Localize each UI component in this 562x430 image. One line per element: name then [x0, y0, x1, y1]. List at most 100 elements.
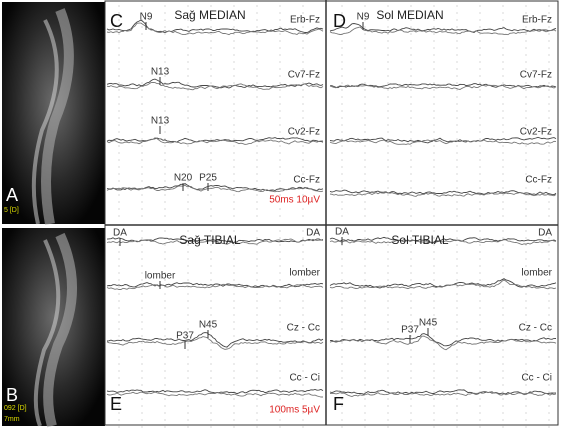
- grid-dot: [364, 377, 366, 379]
- grid-dot: [364, 293, 366, 295]
- grid-dot: [502, 419, 504, 421]
- grid-dot: [210, 377, 212, 379]
- grid-dot: [256, 61, 258, 63]
- grid-dot: [410, 370, 412, 372]
- grid-dot: [387, 293, 389, 295]
- grid-dot: [433, 40, 435, 42]
- grid-dot: [141, 103, 143, 105]
- grid-dot: [302, 19, 304, 21]
- grid-dot: [502, 117, 504, 119]
- grid-dot: [410, 131, 412, 133]
- grid-dot: [341, 384, 343, 386]
- grid-dot: [164, 300, 166, 302]
- trace: [329, 389, 557, 395]
- mri-b: [2, 228, 105, 428]
- grid-dot: [433, 145, 435, 147]
- grid-dot: [210, 370, 212, 372]
- grid-dot: [210, 356, 212, 358]
- grid-dot: [141, 258, 143, 260]
- grid-dot: [456, 286, 458, 288]
- grid-dot: [279, 110, 281, 112]
- grid-dot: [141, 145, 143, 147]
- grid-dot: [164, 61, 166, 63]
- grid-dot: [164, 293, 166, 295]
- grid-dot: [364, 54, 366, 56]
- grid-dot: [256, 75, 258, 77]
- trace: [106, 391, 323, 398]
- grid-dot: [479, 187, 481, 189]
- grid-dot: [548, 419, 550, 421]
- grid-dot: [341, 117, 343, 119]
- grid-dot: [279, 166, 281, 168]
- grid-dot: [502, 300, 504, 302]
- grid-dot: [479, 398, 481, 400]
- grid-dot: [387, 272, 389, 274]
- grid-dot: [118, 180, 120, 182]
- grid-dot: [364, 328, 366, 330]
- grid-dot: [164, 405, 166, 407]
- grid-dot: [187, 398, 189, 400]
- grid-dot: [364, 173, 366, 175]
- panel-label: C: [110, 11, 123, 31]
- grid-dot: [187, 201, 189, 203]
- grid-dot: [548, 96, 550, 98]
- grid-dot: [233, 194, 235, 196]
- grid-dot: [233, 33, 235, 35]
- grid-dot: [456, 145, 458, 147]
- grid-dot: [410, 26, 412, 28]
- grid-dot: [233, 349, 235, 351]
- grid-dot: [387, 5, 389, 7]
- grid-dot: [233, 356, 235, 358]
- grid-dot: [233, 173, 235, 175]
- grid-dot: [256, 412, 258, 414]
- grid-dot: [525, 47, 527, 49]
- grid-dot: [256, 201, 258, 203]
- grid-dot: [479, 40, 481, 42]
- grid-dot: [433, 314, 435, 316]
- grid-dot: [456, 279, 458, 281]
- grid-dot: [479, 201, 481, 203]
- grid-dot: [141, 131, 143, 133]
- grid-dot: [210, 40, 212, 42]
- grid-dot: [141, 377, 143, 379]
- grid-dot: [548, 412, 550, 414]
- grid-dot: [279, 180, 281, 182]
- grid-dot: [456, 152, 458, 154]
- grid-dot: [548, 363, 550, 365]
- grid-dot: [341, 215, 343, 217]
- grid-dot: [479, 89, 481, 91]
- grid-dot: [118, 251, 120, 253]
- grid-dot: [456, 419, 458, 421]
- channel-label: Cc-Fz: [293, 175, 320, 186]
- grid-dot: [341, 187, 343, 189]
- grid-dot: [410, 61, 412, 63]
- grid-dot: [164, 201, 166, 203]
- trace: [329, 136, 557, 144]
- grid-dot: [479, 293, 481, 295]
- grid-dot: [456, 33, 458, 35]
- grid-dot: [341, 426, 343, 428]
- grid-dot: [256, 314, 258, 316]
- grid-dot: [118, 377, 120, 379]
- grid-dot: [410, 412, 412, 414]
- grid-dot: [479, 54, 481, 56]
- grid-dot: [387, 363, 389, 365]
- grid-dot: [302, 426, 304, 428]
- grid-dot: [548, 208, 550, 210]
- grid-dot: [456, 377, 458, 379]
- grid-dot: [233, 5, 235, 7]
- grid-dot: [456, 412, 458, 414]
- grid-dot: [210, 26, 212, 28]
- grid-dot: [456, 131, 458, 133]
- grid-dot: [387, 96, 389, 98]
- grid-dot: [279, 47, 281, 49]
- grid-dot: [233, 61, 235, 63]
- grid-dot: [410, 272, 412, 274]
- grid-dot: [279, 117, 281, 119]
- grid-dot: [433, 138, 435, 140]
- grid-dot: [279, 75, 281, 77]
- grid-dot: [479, 145, 481, 147]
- grid-dot: [302, 54, 304, 56]
- grid-dot: [433, 19, 435, 21]
- grid-dot: [456, 335, 458, 337]
